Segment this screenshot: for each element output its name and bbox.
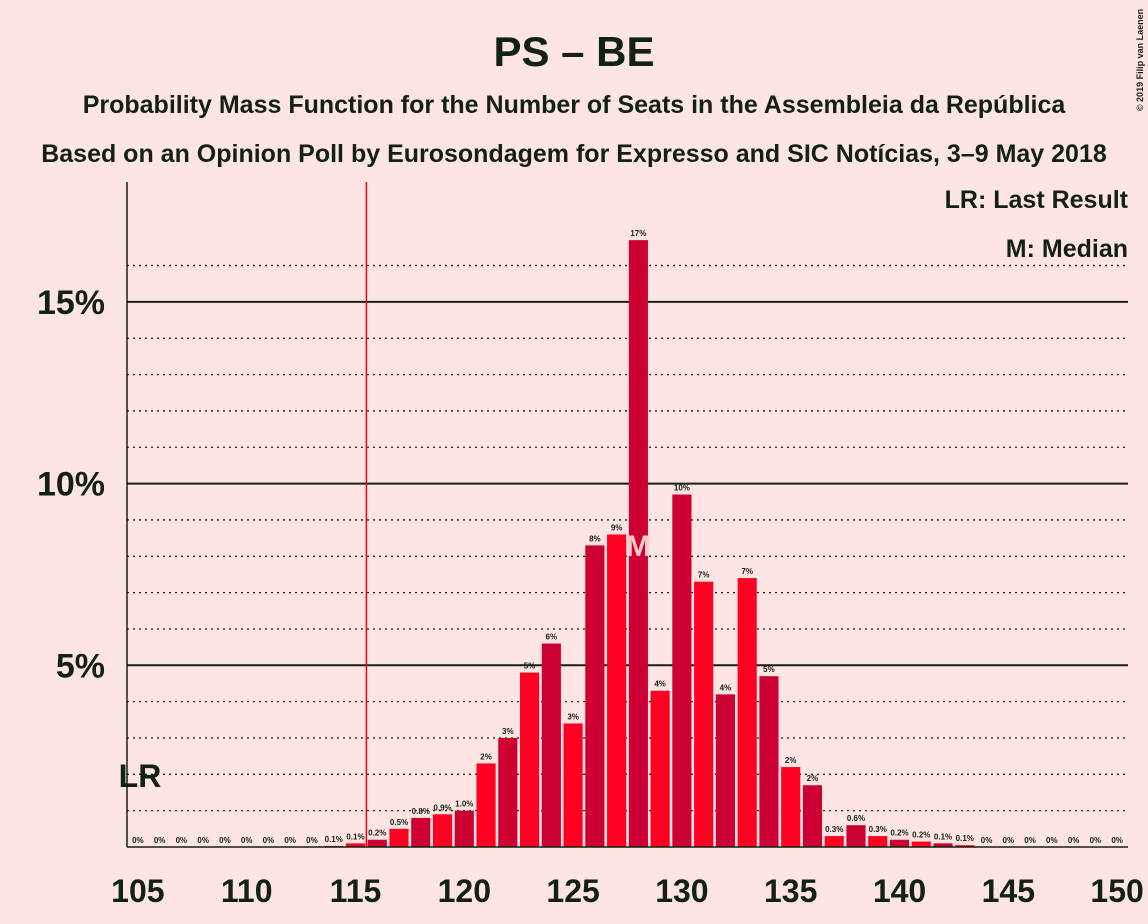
value-label: 4%: [654, 680, 666, 689]
value-label: 0%: [219, 836, 231, 845]
bar: [520, 672, 540, 847]
value-label: 17%: [630, 229, 646, 238]
bar: [955, 845, 975, 847]
value-label: 0.2%: [890, 829, 908, 838]
value-label: 0%: [1068, 836, 1080, 845]
bar: [802, 785, 823, 847]
value-label: 6%: [546, 633, 558, 642]
bar: [411, 817, 431, 847]
value-label: 5%: [524, 662, 536, 671]
value-label: 0.2%: [368, 829, 386, 838]
y-tick-label: 5%: [56, 647, 105, 685]
y-tick-label: 10%: [37, 466, 105, 504]
value-label: 4%: [720, 683, 732, 692]
bar: [846, 825, 866, 847]
value-label: 0.5%: [390, 818, 408, 827]
x-tick-label: 120: [438, 873, 491, 909]
value-label: 0%: [1003, 836, 1015, 845]
bar: [759, 676, 779, 847]
bar: [498, 737, 518, 847]
value-label: 0%: [241, 836, 253, 845]
value-label: 0.9%: [433, 803, 451, 812]
value-label: 2%: [480, 752, 492, 761]
value-label: 1.0%: [455, 800, 473, 809]
value-label: 0%: [263, 836, 275, 845]
y-tick-label: 15%: [37, 284, 105, 322]
bar: [824, 836, 844, 847]
value-label: 0%: [154, 836, 166, 845]
value-label: 3%: [567, 712, 579, 721]
value-label: 0%: [284, 836, 296, 845]
value-label: 2%: [807, 774, 819, 783]
value-label: 0%: [1046, 836, 1058, 845]
bar: [432, 814, 453, 847]
x-tick-label: 115: [330, 873, 382, 909]
median-marker: M: [626, 530, 651, 563]
value-label: 0%: [1111, 836, 1123, 845]
legend-entry: M: Median: [1006, 235, 1128, 263]
bar: [933, 843, 953, 847]
last-result-label: LR: [119, 758, 162, 794]
bar: [454, 810, 474, 847]
bar: [694, 581, 714, 847]
value-label: 0%: [1090, 836, 1102, 845]
bar: [585, 545, 605, 847]
legend-entry: LR: Last Result: [945, 186, 1129, 214]
x-tick-label: 135: [764, 873, 817, 909]
value-label: 8%: [589, 534, 601, 543]
value-label: 0%: [176, 836, 188, 845]
x-tick-label: 130: [655, 873, 708, 909]
value-label: 0.1%: [956, 834, 974, 843]
bar: [541, 643, 561, 847]
value-label: 0%: [197, 836, 209, 845]
value-label: 0.1%: [346, 832, 364, 841]
value-label: 0%: [306, 836, 318, 845]
bar: [389, 828, 409, 847]
bar: [650, 690, 670, 847]
value-label: 0.3%: [869, 825, 887, 834]
value-label: 0%: [1024, 836, 1036, 845]
value-label: 7%: [698, 571, 710, 580]
x-tick-label: 110: [221, 873, 273, 909]
chart-subtitle: Probability Mass Function for the Number…: [83, 91, 1067, 119]
bar: [781, 767, 801, 847]
value-label: 7%: [741, 567, 753, 576]
value-label: 0.1%: [934, 832, 952, 841]
x-tick-label: 150: [1090, 873, 1143, 909]
chart-title: PS – BE: [493, 28, 654, 75]
bar: [476, 763, 496, 847]
value-label: 0%: [981, 836, 993, 845]
value-label: 0.2%: [912, 831, 930, 840]
bar: [563, 723, 583, 847]
bar: [737, 578, 757, 847]
bar: [889, 839, 910, 847]
value-label: 0.3%: [825, 825, 843, 834]
bar: [345, 843, 366, 847]
value-label: 3%: [502, 727, 514, 736]
bar: [911, 841, 931, 847]
value-label: 10%: [674, 484, 690, 493]
bar: [715, 694, 735, 847]
bar: [628, 240, 648, 847]
bar: [607, 534, 627, 847]
value-label: 2%: [785, 756, 797, 765]
value-label: 0.6%: [847, 814, 865, 823]
bar: [367, 839, 387, 847]
x-tick-label: 140: [873, 873, 926, 909]
value-label: 0%: [132, 836, 144, 845]
value-label: 0.1%: [325, 835, 343, 844]
value-label: 5%: [763, 665, 775, 674]
bar: [868, 836, 888, 847]
value-label: 0.8%: [412, 807, 430, 816]
x-tick-label: 125: [546, 873, 599, 909]
copyright: © 2019 Filip van Laenen: [1135, 9, 1145, 111]
value-label: 9%: [611, 523, 623, 532]
x-tick-label: 105: [111, 873, 164, 909]
chart-subtitle: Based on an Opinion Poll by Eurosondagem…: [41, 140, 1107, 168]
bar: [672, 494, 692, 847]
x-tick-label: 145: [982, 873, 1035, 909]
